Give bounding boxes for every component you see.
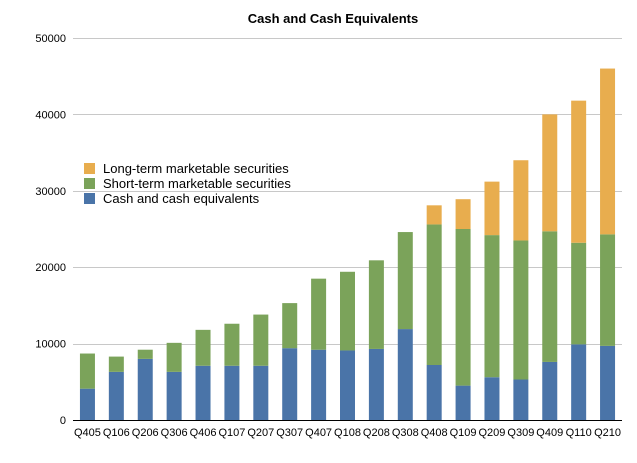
bar-segment xyxy=(513,379,529,420)
bar-segment xyxy=(79,388,95,420)
y-tick-label: 10000 xyxy=(35,339,66,351)
legend-swatch xyxy=(84,163,95,174)
legend-swatch xyxy=(84,178,95,189)
bar-segment xyxy=(484,377,500,420)
x-tick-label: Q407 xyxy=(305,427,332,439)
x-tick-label: Q106 xyxy=(103,427,130,439)
y-axis-tick-labels: 0 10000 20000 30000 40000 50000 xyxy=(35,33,66,427)
y-tick-label: 0 xyxy=(60,415,66,427)
x-axis-tick-labels: Q405 Q106 Q206 Q306 Q406 Q107 Q207 Q307 Q407 Q108… xyxy=(74,427,621,439)
y-tick-label: 40000 xyxy=(35,109,66,121)
bar-segment xyxy=(513,240,529,380)
x-tick-label: Q107 xyxy=(218,427,245,439)
bar-segment xyxy=(542,361,558,420)
x-tick-label: Q307 xyxy=(276,427,303,439)
bars xyxy=(79,68,616,420)
bar-segment xyxy=(311,278,327,350)
bar-segment xyxy=(340,350,355,420)
bar-segment xyxy=(195,329,211,366)
bar-segment xyxy=(513,160,529,241)
bar-segment xyxy=(455,385,471,420)
legend-swatch xyxy=(84,193,95,204)
x-tick-label: Q206 xyxy=(132,427,159,439)
bar-segment xyxy=(397,232,413,330)
bar-segment xyxy=(311,349,327,420)
x-tick-label: Q210 xyxy=(594,427,621,439)
bar-segment xyxy=(571,344,587,420)
x-tick-label: Q408 xyxy=(421,427,448,439)
y-tick-label: 30000 xyxy=(35,186,66,198)
bar-segment xyxy=(542,114,558,232)
bar-segment xyxy=(600,345,616,420)
bar-segment xyxy=(455,199,471,229)
chart-title: Cash and Cash Equivalents xyxy=(248,11,419,26)
bar-segment xyxy=(166,371,182,420)
bar-segment xyxy=(340,271,355,351)
x-tick-label: Q409 xyxy=(536,427,563,439)
legend-label: Long-term marketable securities xyxy=(103,161,289,176)
x-tick-label: Q309 xyxy=(507,427,534,439)
x-tick-label: Q306 xyxy=(161,427,188,439)
bar-segment xyxy=(600,234,616,346)
legend-label: Short-term marketable securities xyxy=(103,176,291,191)
bar-segment xyxy=(571,100,587,243)
bar-segment xyxy=(426,205,442,225)
x-tick-label: Q109 xyxy=(450,427,477,439)
bar-segment xyxy=(137,358,153,420)
bar-segment xyxy=(368,260,384,349)
bar-segment xyxy=(455,229,471,386)
bar-segment xyxy=(600,68,616,235)
x-tick-label: Q208 xyxy=(363,427,390,439)
x-tick-label: Q207 xyxy=(247,427,274,439)
bar-segment xyxy=(195,365,211,420)
bar-segment xyxy=(224,365,240,420)
x-tick-label: Q110 xyxy=(566,427,592,439)
bar-segment xyxy=(253,365,269,420)
bar-segment xyxy=(282,348,298,420)
bar-segment xyxy=(108,356,124,372)
bar-segment xyxy=(79,353,95,389)
bar-segment xyxy=(108,371,124,420)
bar-segment xyxy=(397,329,413,420)
x-tick-label: Q108 xyxy=(334,427,361,439)
y-tick-label: 20000 xyxy=(35,262,66,274)
bar-segment xyxy=(166,342,182,372)
bar-segment xyxy=(484,181,500,236)
gridlines xyxy=(73,38,622,421)
legend: Long-term marketable securitiesShort-ter… xyxy=(84,161,291,206)
bar-segment xyxy=(368,348,384,420)
bar-segment xyxy=(426,224,442,365)
x-tick-label: Q406 xyxy=(190,427,217,439)
legend-label: Cash and cash equivalents xyxy=(103,191,260,206)
bar-segment xyxy=(484,235,500,378)
bar-segment xyxy=(282,303,298,349)
bar-segment xyxy=(253,314,269,366)
bar-segment xyxy=(137,349,153,359)
x-tick-label: Q308 xyxy=(392,427,419,439)
bar-segment xyxy=(542,231,558,362)
x-tick-label: Q405 xyxy=(74,427,101,439)
bar-segment xyxy=(426,364,442,420)
bar-segment xyxy=(571,242,587,345)
bar-segment xyxy=(224,323,240,366)
y-tick-label: 50000 xyxy=(35,33,66,45)
x-tick-label: Q209 xyxy=(479,427,506,439)
